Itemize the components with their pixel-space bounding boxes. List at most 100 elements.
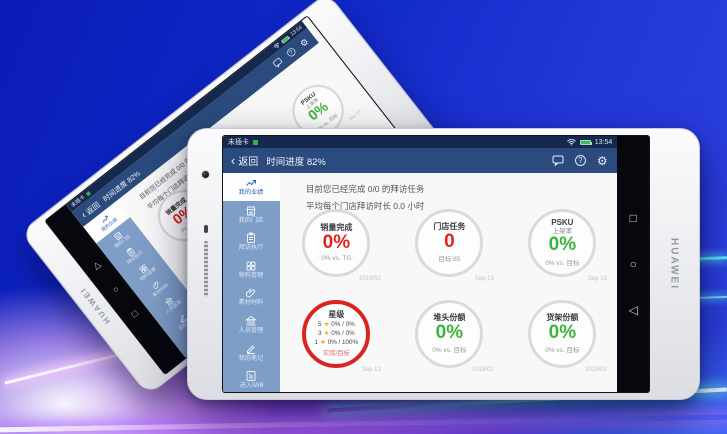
front-tablet-glass: 未插卡 13:54 ‹ 返回 时间进度 82% — [222, 136, 650, 392]
kpi-grid: 销量完成 0% 0% vs. TG 2019/02 门店任务 0 目标:85 — [280, 197, 619, 379]
clipboard-icon — [247, 232, 256, 244]
kpi-cell: PSKU 上架率 0% 0% vs. 目标 Sep 13 — [506, 197, 619, 288]
sidebar: 我的业绩 我的门店 拜访执行 — [222, 173, 280, 392]
trend-chart-icon — [246, 180, 257, 186]
microphone-hole — [204, 225, 208, 233]
question-mark-icon: ? — [574, 155, 586, 166]
paperclip-icon — [246, 288, 256, 298]
bg-sidebar-item-performance: 我的业绩 — [83, 200, 131, 244]
clock-label: 13:54 — [594, 138, 613, 146]
sim-status-label: 未插卡 — [227, 139, 249, 146]
bg-sidebar: 我的业绩 我的门店 拜访执行 — [83, 200, 220, 358]
battery-icon — [579, 139, 592, 145]
kpi-display-share[interactable]: 堆头份额 0% 0% vs. 目标 — [415, 299, 484, 368]
doc-list-icon — [246, 371, 256, 382]
actual-vs-target-label: 实际/目标 — [322, 350, 350, 358]
back-nav-button[interactable]: ◁ — [628, 303, 638, 317]
star-row: 3 ★ 0% / 0% — [318, 329, 355, 337]
recents-nav-button[interactable]: □ — [629, 211, 637, 225]
kpi-cell: 门店任务 0 目标:85 Sep 13 — [393, 197, 506, 288]
sidebar-item-notes[interactable]: 我的笔记 — [223, 339, 280, 367]
visit-summary-line2: 平均每个门店拜访时长 0.0 小时 — [305, 201, 425, 211]
sidebar-item-personnel[interactable]: 人员管理 — [223, 311, 280, 339]
bg-grid-icon — [139, 264, 148, 274]
kpi-date: 2019/02 — [585, 367, 607, 373]
front-tablet-frame — [188, 129, 223, 399]
back-tablet: HUAWEI △ ○ □ 未插卡 13:54 ‹ 返回 — [20, 0, 456, 396]
speaker-grille — [204, 241, 208, 297]
kpi-cell: 堆头份额 0% 0% vs. 目标 2019/02 — [393, 288, 506, 379]
bg-notification-icon — [85, 190, 91, 196]
back-tablet-screen: 未插卡 13:54 ‹ 返回 时间进度 82% — [66, 16, 427, 358]
visit-summary: 目前您已经完成 0/0 的拜访任务 平均每个门店拜访时长 0.0 小时 — [280, 173, 617, 215]
sidebar-item-enter-iwb[interactable]: 进入IWB — [223, 366, 280, 392]
kpi-shelf-share[interactable]: 货架份额 0% 0% vs. 目标 — [528, 299, 597, 368]
home-nav-icon: ○ — [110, 283, 121, 295]
status-bar: 未插卡 13:54 — [222, 136, 618, 148]
wifi-icon — [567, 139, 576, 146]
sidebar-item-stores[interactable]: 我的门店 — [223, 201, 280, 229]
huawei-logo: HUAWEI — [668, 238, 680, 290]
back-tablet-app-slot: 未插卡 13:54 ‹ 返回 时间进度 82% — [66, 20, 422, 358]
chevron-left-icon: ‹ — [230, 152, 236, 168]
bg-paperclip-icon — [153, 281, 159, 290]
kpi-star-rating[interactable]: 星级 5 ★ 0% / 0% 3 ★ 0% / 0% — [302, 299, 371, 368]
star-row: 1 ★ 0% / 100% — [314, 339, 359, 347]
sidebar-item-performance[interactable]: 我的业绩 — [222, 173, 280, 201]
sidebar-item-materials-mgmt[interactable]: 物料管理 — [223, 256, 280, 284]
front-tablet-frame: HUAWEI — [649, 129, 699, 399]
star-icon: ★ — [323, 329, 330, 337]
star-icon: ★ — [320, 339, 326, 347]
recents-nav-icon: □ — [129, 307, 140, 319]
kpi-cell: 销量完成 0% 0% vs. TG 2019/02 — [280, 197, 393, 288]
dashboard-content: 目前您已经完成 0/0 的拜访任务 平均每个门店拜访时长 0.0 小时 销量完成… — [279, 173, 619, 392]
visit-summary-line1: 目前您已经完成 0/0 的拜访任务 — [305, 184, 425, 194]
bg-status-bar: 未插卡 13:54 — [66, 20, 308, 213]
bg-sidebar-item-stores: 我的门店 — [96, 217, 143, 260]
star-row: 5 ★ 0% / 0% — [318, 320, 355, 328]
bg-gear-icon: ⚙ — [297, 35, 311, 50]
bg-sidebar-item-materials-mgmt: 物料管理 — [122, 250, 169, 293]
kpi-cell: 星级 5 ★ 0% / 0% 3 ★ 0% / 0% — [280, 288, 393, 379]
sidebar-item-materials[interactable]: 素材材料 — [223, 283, 280, 311]
kpi-date: Sep 13 — [474, 276, 494, 282]
settings-button[interactable]: ⚙ — [595, 154, 609, 168]
bg-app-screen: 未插卡 13:54 ‹ 返回 时间进度 82% — [66, 20, 422, 358]
storefront-icon — [246, 206, 257, 216]
bg-trend-chart-icon — [103, 215, 109, 224]
bg-settings-button: ⚙ — [297, 35, 312, 50]
app-header: ‹ 返回 时间进度 82% ? ⚙ — [222, 148, 618, 173]
kpi-date: Sep 13 — [587, 276, 607, 282]
kpi-date: 2019/02 — [472, 367, 494, 373]
notification-icon — [252, 139, 258, 145]
gear-icon: ⚙ — [596, 153, 608, 168]
message-button[interactable] — [551, 154, 565, 168]
kpi-sales-completion[interactable]: 销量完成 0% 0% vs. TG — [302, 208, 371, 277]
bg-clipboard-icon — [126, 248, 135, 257]
kpi-psku[interactable]: PSKU 上架率 0% 0% vs. 目标 — [528, 208, 597, 277]
bg-storefront-icon — [113, 231, 123, 241]
help-button[interactable]: ? — [573, 154, 587, 168]
kpi-date: 2019/02 — [359, 276, 381, 282]
front-android-navbar: □ ○ ◁ — [617, 136, 650, 392]
back-button-label: 返回 — [238, 157, 259, 168]
page-title: 时间进度 82% — [266, 156, 326, 168]
kpi-cell: 货架份额 0% 0% vs. 目标 2019/02 — [506, 288, 619, 379]
bg-app-header: ‹ 返回 时间进度 82% ? ⚙ — [71, 27, 319, 227]
kpi-store-tasks[interactable]: 门店任务 0 目标:85 — [415, 208, 484, 277]
pen-note-icon — [247, 344, 256, 354]
home-nav-button[interactable]: ○ — [629, 257, 637, 271]
bg-question-mark-icon: ? — [285, 46, 297, 59]
back-button[interactable]: ‹ 返回 — [230, 152, 259, 169]
star-icon: ★ — [323, 320, 330, 328]
bg-message-button — [271, 55, 286, 70]
front-tablet: 未插卡 13:54 ‹ 返回 时间进度 82% — [187, 128, 700, 400]
front-camera — [202, 171, 209, 178]
sidebar-item-visit-execution[interactable]: 拜访执行 — [223, 228, 280, 256]
app-screen: 未插卡 13:54 ‹ 返回 时间进度 82% — [222, 136, 619, 392]
grid-icon — [246, 261, 256, 271]
bg-sidebar-item-visit-execution: 拜访执行 — [109, 233, 156, 276]
bg-wifi-icon — [273, 43, 280, 49]
back-tablet-glass: △ ○ □ 未插卡 13:54 ‹ 返回 时间进度 82% — [45, 16, 427, 374]
bank-icon — [245, 315, 258, 326]
